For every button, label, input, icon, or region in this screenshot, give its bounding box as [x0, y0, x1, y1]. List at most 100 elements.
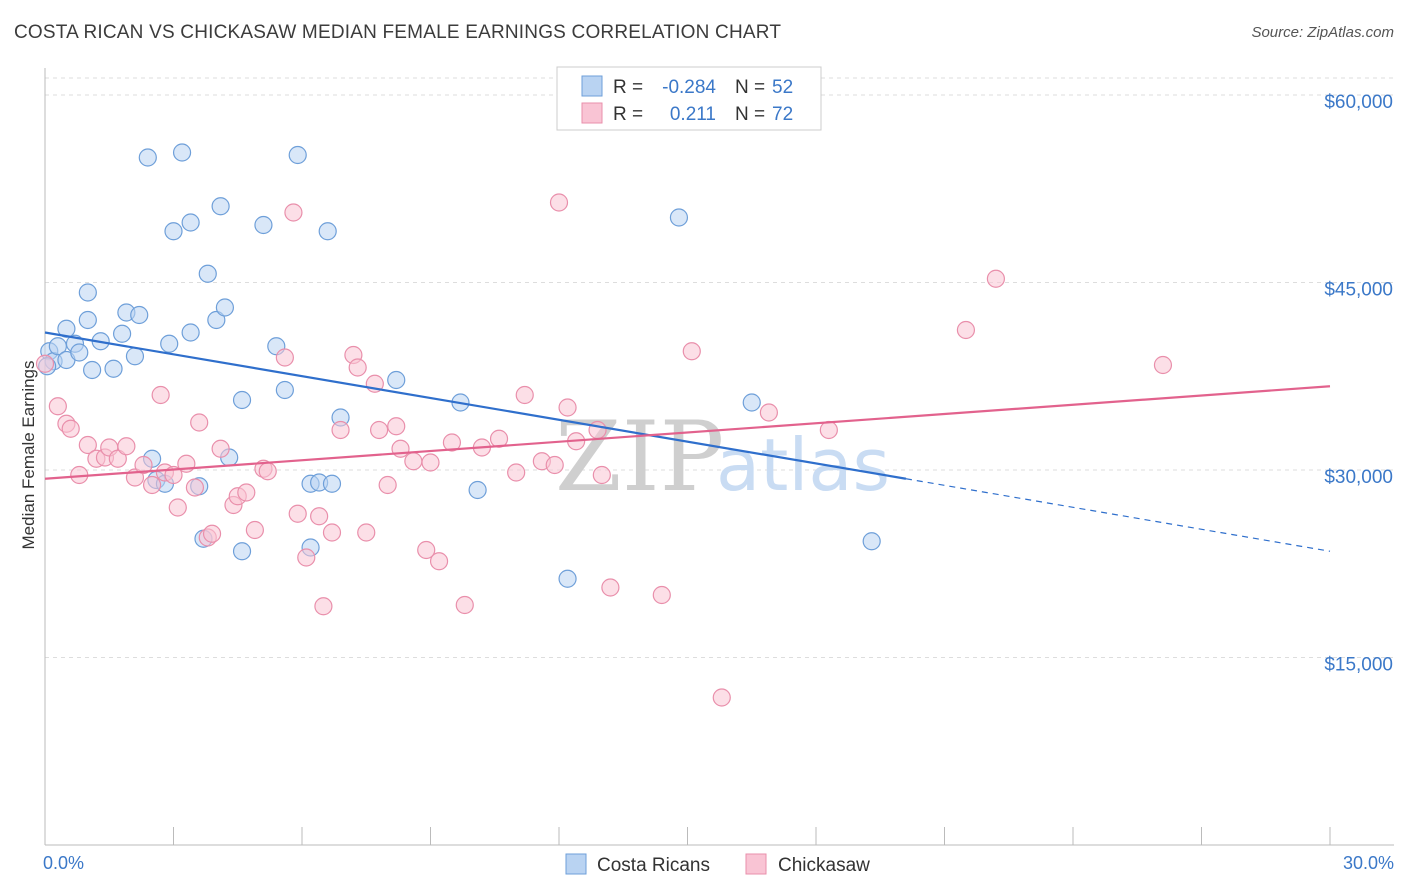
point-s1-34 [310, 507, 329, 526]
point-s1-58 [549, 193, 569, 212]
y-tick-label-2: $45,000 [1324, 280, 1393, 301]
point-s1-59 [558, 398, 577, 417]
point-s0-21 [164, 222, 183, 241]
point-s1-20 [190, 413, 209, 432]
point-s1-66 [712, 688, 731, 707]
point-s1-36 [322, 523, 342, 542]
series-swatch-chickasaw [745, 853, 767, 875]
point-s1-35 [314, 597, 333, 616]
y-axis-label: Median Female Earnings [19, 361, 38, 550]
point-s1-40 [357, 523, 376, 542]
point-s1-1 [48, 397, 67, 416]
point-s0-50 [862, 532, 881, 551]
point-s1-65 [682, 342, 701, 361]
point-s1-26 [237, 483, 256, 502]
x-tick-label-0: 0.0% [43, 853, 84, 873]
point-s1-39 [348, 358, 367, 377]
point-s1-47 [417, 540, 436, 560]
trend-line-0 [44, 331, 907, 480]
point-s1-70 [986, 269, 1006, 288]
point-s0-9 [83, 360, 102, 380]
point-s1-71 [1153, 355, 1173, 375]
point-s1-14 [151, 385, 170, 405]
point-s1-3 [61, 419, 80, 438]
legend-n-value-1: 52 [772, 77, 793, 98]
point-s0-24 [181, 213, 200, 232]
point-s0-27 [198, 264, 217, 283]
point-s0-14 [125, 347, 145, 366]
point-s0-49 [742, 393, 761, 412]
point-s1-54 [507, 463, 526, 482]
point-s1-27 [245, 520, 264, 540]
point-s1-53 [489, 429, 509, 448]
point-s1-50 [442, 433, 462, 452]
trend-lines [44, 331, 1331, 552]
legend-n-label-1: N = [735, 77, 765, 98]
point-s1-63 [601, 578, 620, 597]
point-s1-29 [258, 462, 277, 481]
data-points [35, 143, 1173, 707]
series-legend: Costa Ricans Chickasaw [565, 853, 870, 876]
trend-line-extension-0 [905, 478, 1331, 552]
point-s0-12 [112, 324, 132, 343]
point-s1-33 [297, 548, 316, 567]
point-s0-32 [232, 542, 252, 561]
point-s0-20 [160, 334, 179, 353]
point-s0-34 [254, 215, 273, 235]
watermark-zip: ZIP [555, 401, 724, 513]
point-s1-45 [391, 439, 410, 458]
point-s0-11 [104, 359, 123, 378]
y-tick-label-0: $15,000 [1324, 655, 1393, 676]
legend-r-value-1: -0.284 [662, 77, 716, 98]
point-s1-32 [288, 504, 307, 523]
y-tick-label-3: $60,000 [1324, 92, 1393, 113]
point-s0-29 [211, 197, 230, 216]
legend-r-label-2: R = [613, 104, 643, 125]
point-s1-49 [429, 552, 449, 571]
legend-swatch-blue [581, 75, 603, 97]
point-s0-33 [232, 390, 252, 410]
source-label: Source: ZipAtlas.com [1251, 24, 1394, 41]
point-s1-19 [185, 478, 205, 497]
point-s1-22 [202, 524, 222, 543]
point-s1-30 [275, 348, 294, 367]
point-s1-51 [455, 595, 474, 615]
point-s0-36 [275, 380, 294, 400]
legend-box: R = -0.284 N = 52 R = 0.211 N = 72 [556, 66, 822, 131]
y-tick-label-1: $30,000 [1324, 467, 1393, 488]
point-s1-61 [588, 420, 607, 440]
series-swatch-costa-ricans [565, 853, 587, 875]
point-s1-44 [387, 417, 406, 436]
chart-title: COSTA RICAN VS CHICKASAW MEDIAN FEMALE E… [14, 22, 782, 43]
legend-n-label-2: N = [735, 104, 765, 125]
point-s1-13 [142, 475, 162, 495]
point-s0-37 [288, 145, 307, 165]
point-s0-46 [468, 480, 487, 500]
x-tick-label-1: 30.0% [1343, 853, 1394, 873]
point-s1-46 [404, 452, 423, 471]
point-s0-28 [207, 310, 226, 330]
legend-r-value-2: 0.211 [670, 104, 716, 125]
series-name-costa-ricans: Costa Ricans [597, 855, 710, 876]
point-s1-0 [35, 354, 55, 373]
trend-line-1 [44, 385, 1331, 480]
point-s0-48 [669, 208, 689, 227]
series-0 [38, 143, 881, 588]
point-s0-7 [78, 283, 97, 302]
point-s0-30 [215, 298, 234, 317]
watermark-atlas: atlas [716, 423, 890, 507]
legend-swatch-pink [581, 102, 603, 124]
point-s0-42 [322, 474, 342, 493]
point-s0-23 [181, 323, 200, 342]
point-s0-6 [70, 343, 89, 362]
point-s1-67 [759, 403, 778, 422]
point-s0-8 [78, 310, 97, 330]
series-name-chickasaw: Chickasaw [778, 855, 870, 876]
point-s1-9 [108, 449, 127, 468]
point-s1-64 [652, 585, 671, 605]
point-s1-5 [78, 435, 97, 455]
point-s0-15 [130, 305, 149, 325]
point-s1-68 [819, 420, 838, 440]
point-s0-16 [138, 148, 157, 167]
